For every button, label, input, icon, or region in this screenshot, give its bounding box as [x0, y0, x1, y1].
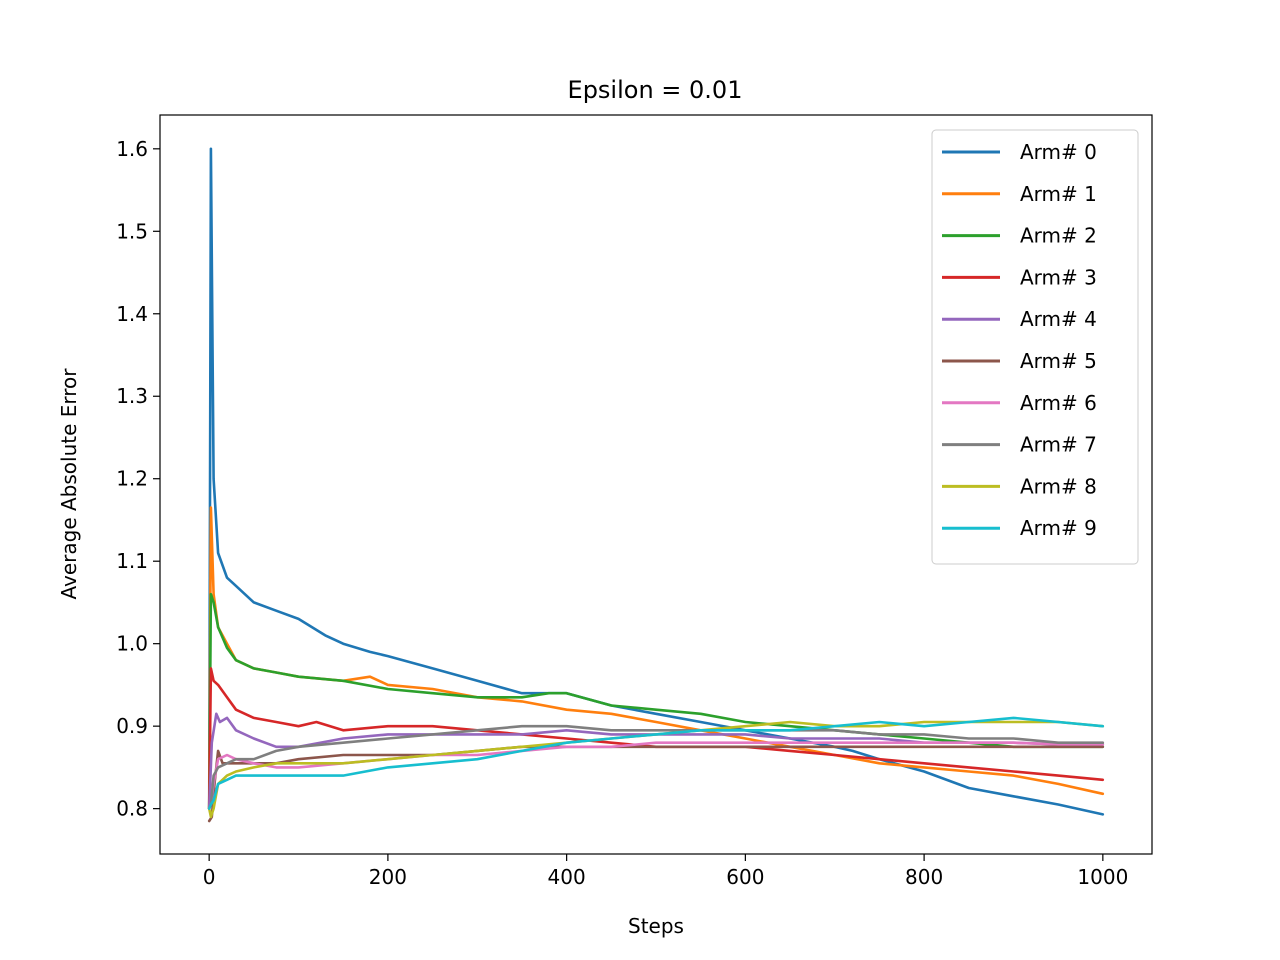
series-line-arm-0 [207, 147, 1105, 816]
y-tick-label: 1.2 [116, 467, 148, 491]
x-axis-label: Steps [628, 914, 684, 938]
x-tick-label: 400 [548, 865, 586, 889]
legend-label-arm-8: Arm# 8 [1020, 474, 1097, 498]
x-tick-label: 1000 [1077, 865, 1128, 889]
y-axis-label: Average Absolute Error [57, 368, 81, 600]
legend-label-arm-4: Arm# 4 [1020, 307, 1097, 331]
series-line-arm-4 [207, 712, 1105, 810]
x-axis: 0 200 400 600 800 1000 [203, 854, 1128, 889]
y-axis: 0.8 0.9 1.0 1.1 1.2 1.3 1.4 1.5 1.6 [116, 137, 160, 821]
x-tick-label: 800 [905, 865, 943, 889]
x-tick-label: 600 [726, 865, 764, 889]
y-tick-label: 1.5 [116, 219, 148, 243]
series-line-arm-8 [207, 720, 1105, 819]
legend-label-arm-5: Arm# 5 [1020, 349, 1097, 373]
legend-label-arm-2: Arm# 2 [1020, 224, 1097, 248]
legend-label-arm-3: Arm# 3 [1020, 265, 1097, 289]
legend: Arm# 0 Arm# 1 Arm# 2 Arm# 3 Arm# 4 Arm# 5 Arm#… [931, 129, 1139, 565]
series-line-arm-9 [207, 716, 1105, 810]
legend-label-arm-1: Arm# 1 [1020, 182, 1097, 206]
legend-box [931, 129, 1139, 565]
y-tick-label: 1.3 [116, 384, 148, 408]
series-line-arm-7 [207, 724, 1105, 810]
y-tick-label: 0.8 [116, 797, 148, 821]
y-tick-label: 1.0 [116, 632, 148, 656]
legend-label-arm-9: Arm# 9 [1020, 516, 1097, 540]
y-tick-label: 1.4 [116, 302, 148, 326]
series-line-arm-2 [207, 592, 1105, 810]
x-tick-label: 200 [369, 865, 407, 889]
y-tick-label: 1.6 [116, 137, 148, 161]
legend-label-arm-0: Arm# 0 [1020, 140, 1097, 164]
x-tick-label: 0 [203, 865, 216, 889]
plot-frame [159, 114, 1153, 855]
series-layer [207, 147, 1105, 823]
legend-label-arm-7: Arm# 7 [1020, 433, 1097, 457]
y-tick-label: 0.9 [116, 714, 148, 738]
legend-label-arm-6: Arm# 6 [1020, 391, 1097, 415]
y-tick-label: 1.1 [116, 549, 148, 573]
chart-title: Epsilon = 0.01 [568, 76, 743, 104]
series-line-arm-3 [207, 667, 1105, 810]
